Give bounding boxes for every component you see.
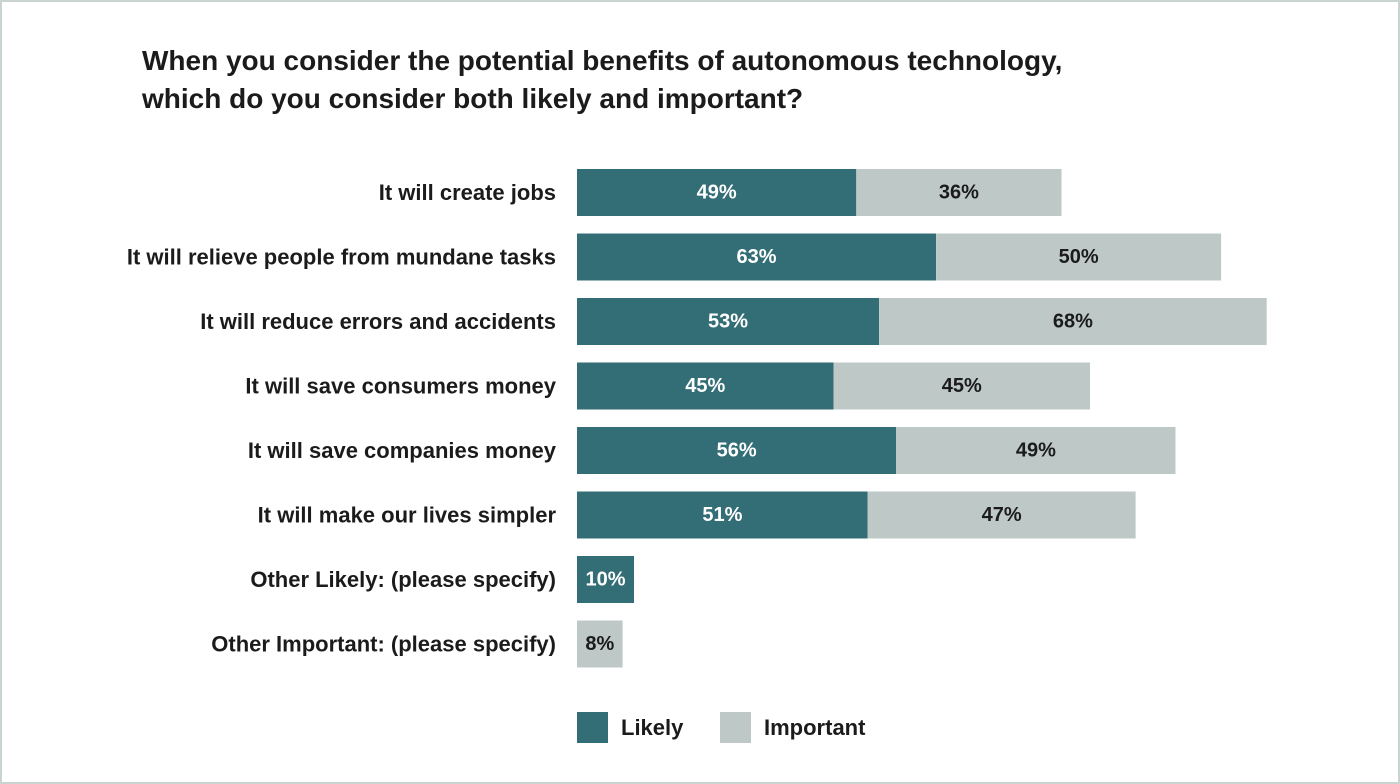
bar-likely	[577, 427, 897, 474]
bar-likely	[577, 556, 634, 603]
bar-important	[856, 169, 1062, 216]
bar-likely	[577, 362, 834, 410]
bar-important	[867, 491, 1136, 539]
bar-likely	[577, 233, 937, 281]
chart-title: When you consider the potential benefits…	[142, 42, 1062, 118]
data-label-important: 49%	[1016, 440, 1056, 462]
data-label-important: 36%	[939, 182, 979, 204]
chart-title-line-1: When you consider the potential benefits…	[142, 45, 1063, 76]
data-label-likely: 45%	[685, 375, 725, 397]
chart-title-line-2: which do you consider both likely and im…	[142, 83, 804, 114]
category-label: It will create jobs	[379, 180, 556, 205]
category-label: It will make our lives simpler	[258, 503, 557, 528]
bar-likely	[577, 169, 857, 216]
data-label-likely: 56%	[717, 440, 757, 462]
data-label-important: 68%	[1053, 311, 1093, 333]
bar-important	[896, 427, 1176, 474]
data-label-likely: 10%	[585, 569, 625, 591]
data-label-likely: 63%	[737, 246, 777, 268]
category-label: Other Important: (please specify)	[211, 632, 556, 657]
data-label-likely: 51%	[702, 504, 742, 526]
data-label-likely: 49%	[697, 182, 737, 204]
data-label-important: 45%	[942, 375, 982, 397]
data-label-likely: 53%	[708, 311, 748, 333]
bar-important	[577, 620, 623, 668]
bar-likely	[577, 491, 868, 539]
legend-label-likely: Likely	[621, 715, 684, 740]
category-label: Other Likely: (please specify)	[250, 567, 556, 592]
bar-important	[833, 362, 1090, 410]
bar-important	[879, 298, 1267, 345]
data-label-important: 8%	[585, 633, 614, 655]
data-label-important: 50%	[1059, 246, 1099, 268]
legend-label-important: Important	[764, 715, 866, 740]
category-label: It will save companies money	[248, 438, 557, 463]
legend-swatch-important	[720, 712, 751, 743]
category-label: It will reduce errors and accidents	[200, 309, 556, 334]
category-label: It will relieve people from mundane task…	[127, 245, 556, 270]
bar-likely	[577, 298, 880, 345]
legend-swatch-likely	[577, 712, 608, 743]
bar-important	[936, 233, 1222, 281]
data-label-important: 47%	[982, 504, 1022, 526]
category-label: It will save consumers money	[245, 374, 556, 399]
